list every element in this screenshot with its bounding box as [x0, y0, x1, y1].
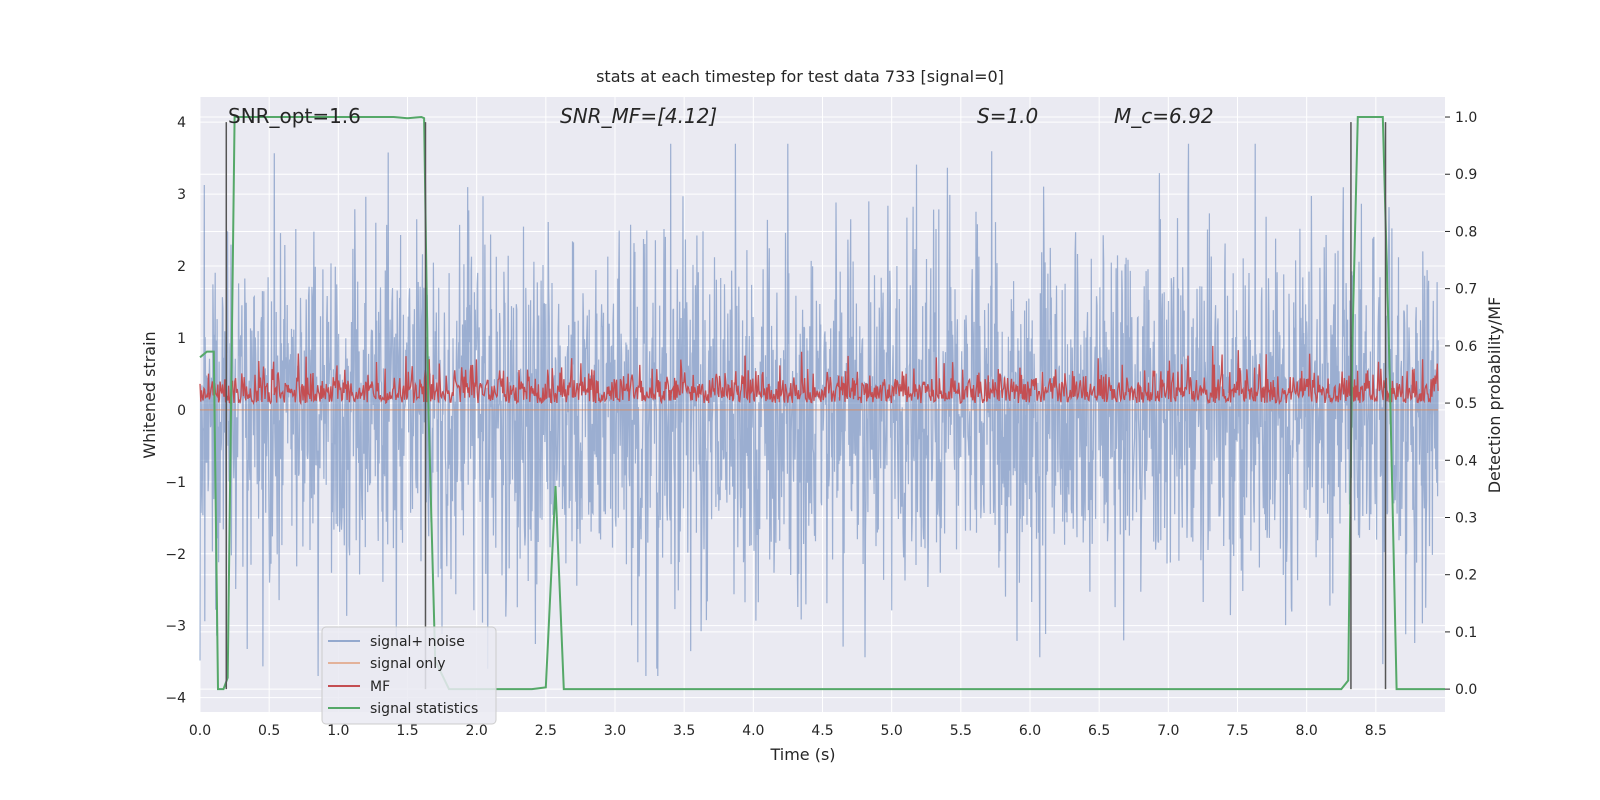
legend: signal+ noise signal only MF signal stat… [321, 626, 497, 725]
x-tick-label: 2.5 [535, 723, 557, 739]
x-axis-ticks: 0.0 0.5 1.0 1.5 2.0 2.5 3.0 3.5 4.0 4.5 5.0 5.5 6.0 6… [189, 723, 1387, 739]
legend-label-mf: MF [370, 679, 390, 695]
x-tick-label: 4.0 [742, 723, 764, 739]
legend-label-signal-noise: signal+ noise [370, 634, 465, 650]
left-y-tick-label: 1 [177, 331, 186, 347]
right-y-tick-label: 0.7 [1455, 282, 1477, 298]
right-y-tick-label: 0.6 [1455, 339, 1477, 355]
right-y-tick-label: 1.0 [1455, 110, 1477, 126]
right-y-tick-label: 0.8 [1455, 224, 1477, 240]
left-y-tick-label: 3 [177, 187, 186, 203]
x-tick-label: 4.5 [811, 723, 833, 739]
right-y-tick-label: 0.9 [1455, 167, 1477, 183]
x-tick-label: 7.5 [1226, 723, 1248, 739]
x-axis-label: Time (s) [769, 745, 835, 764]
x-tick-label: 7.0 [1157, 723, 1179, 739]
chart-title: stats at each timestep for test data 733… [596, 67, 1004, 86]
left-y-tick-label: 4 [177, 115, 186, 131]
right-y-tick-label: 0.4 [1455, 453, 1477, 469]
right-y-tick-label: 0.3 [1455, 510, 1477, 526]
x-tick-label: 0.0 [189, 723, 211, 739]
x-tick-label: 6.0 [1019, 723, 1041, 739]
left-y-tick-label: −3 [165, 619, 186, 635]
right-y-tick-label: 0.1 [1455, 625, 1477, 641]
x-tick-label: 5.0 [881, 723, 903, 739]
right-y-tick-label: 0.5 [1455, 396, 1477, 412]
legend-label-signal-only: signal only [370, 656, 445, 672]
annotation-mc: M_c=6.92 [1114, 104, 1214, 128]
legend-label-signal-statistics: signal statistics [370, 701, 478, 717]
right-y-tick-label: 0.0 [1455, 682, 1477, 698]
x-tick-label: 8.0 [1296, 723, 1318, 739]
right-y-tick-label: 0.2 [1455, 568, 1477, 584]
series-mf [199, 345, 1439, 406]
x-tick-label: 1.0 [327, 723, 349, 739]
x-tick-label: 0.5 [258, 723, 280, 739]
x-tick-label: 5.5 [950, 723, 972, 739]
left-y-tick-label: −2 [165, 547, 186, 563]
left-y-tick-label: 2 [177, 259, 186, 275]
right-axis-label: Detection probability/MF [1485, 297, 1504, 494]
annotation-s: S=1.0 [977, 104, 1038, 128]
vline-layer [225, 122, 1387, 690]
left-axis-ticks: −4 −3 −2 −1 0 1 2 3 4 [165, 115, 186, 706]
left-axis-label: Whitened strain [140, 331, 159, 458]
x-tick-label: 3.0 [604, 723, 626, 739]
left-y-tick-label: 0 [177, 403, 186, 419]
left-y-tick-label: −4 [165, 691, 186, 707]
x-tick-label: 3.5 [673, 723, 695, 739]
x-tick-label: 2.0 [466, 723, 488, 739]
annotation-snr-mf: SNR_MF=[4.12] [560, 104, 717, 128]
left-y-tick-label: −1 [165, 475, 186, 491]
legend-box [321, 626, 497, 725]
x-tick-label: 6.5 [1088, 723, 1110, 739]
right-axis-ticks: 0.0 0.1 0.2 0.3 0.4 0.5 0.6 0.7 0.8 0.9 1.0 [1445, 110, 1477, 698]
x-tick-label: 8.5 [1365, 723, 1387, 739]
x-tick-label: 1.5 [396, 723, 418, 739]
annotation-snr-opt: SNR_opt=1.6 [228, 104, 361, 128]
